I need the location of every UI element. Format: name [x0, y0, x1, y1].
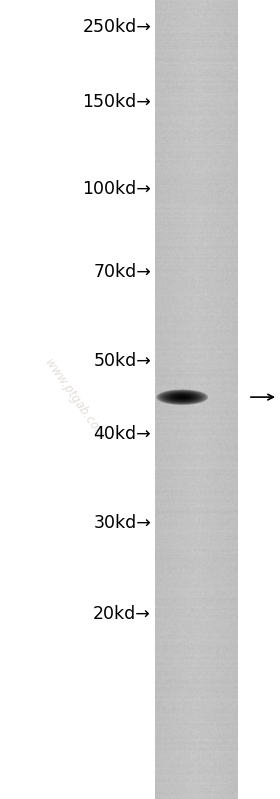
Text: 40kd→: 40kd→ [93, 425, 151, 443]
Text: 30kd→: 30kd→ [93, 515, 151, 532]
Text: www.ptgab.com: www.ptgab.com [42, 357, 108, 442]
Text: 70kd→: 70kd→ [93, 263, 151, 280]
Text: 150kd→: 150kd→ [82, 93, 151, 111]
Text: 20kd→: 20kd→ [93, 605, 151, 622]
Text: 50kd→: 50kd→ [93, 352, 151, 370]
Text: 250kd→: 250kd→ [82, 18, 151, 36]
Text: 100kd→: 100kd→ [82, 180, 151, 197]
